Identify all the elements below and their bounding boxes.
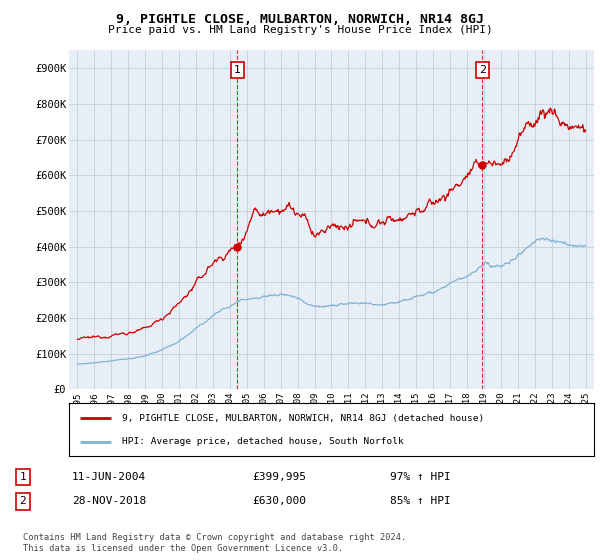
Text: 1: 1 [234,65,241,75]
Text: HPI: Average price, detached house, South Norfolk: HPI: Average price, detached house, Sout… [121,437,403,446]
Text: £630,000: £630,000 [252,496,306,506]
Text: 2: 2 [479,65,486,75]
Text: 85% ↑ HPI: 85% ↑ HPI [390,496,451,506]
Text: 9, PIGHTLE CLOSE, MULBARTON, NORWICH, NR14 8GJ (detached house): 9, PIGHTLE CLOSE, MULBARTON, NORWICH, NR… [121,414,484,423]
Text: 97% ↑ HPI: 97% ↑ HPI [390,472,451,482]
Text: £399,995: £399,995 [252,472,306,482]
Text: Contains HM Land Registry data © Crown copyright and database right 2024.
This d: Contains HM Land Registry data © Crown c… [23,533,406,553]
Text: 9, PIGHTLE CLOSE, MULBARTON, NORWICH, NR14 8GJ: 9, PIGHTLE CLOSE, MULBARTON, NORWICH, NR… [116,13,484,26]
Text: 1: 1 [19,472,26,482]
Text: Price paid vs. HM Land Registry's House Price Index (HPI): Price paid vs. HM Land Registry's House … [107,25,493,35]
Text: 11-JUN-2004: 11-JUN-2004 [72,472,146,482]
Text: 2: 2 [19,496,26,506]
Text: 28-NOV-2018: 28-NOV-2018 [72,496,146,506]
